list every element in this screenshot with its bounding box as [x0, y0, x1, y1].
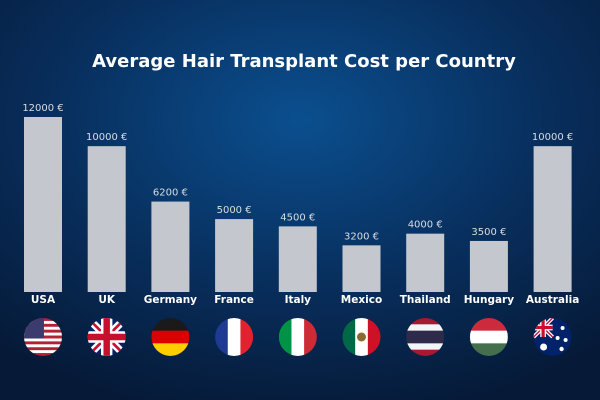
flag-part — [87, 318, 126, 356]
flag-part — [24, 341, 62, 345]
flag-icon — [469, 318, 508, 356]
flag-part — [406, 324, 445, 331]
category-label: Thailand — [400, 294, 451, 306]
category-label: Hungary — [464, 294, 515, 306]
value-label: 3500 € — [471, 227, 506, 238]
flag-part — [151, 343, 190, 356]
flag-part — [406, 318, 445, 325]
value-label: 4500 € — [280, 212, 315, 223]
chart-title: Average Hair Transplant Cost per Country — [92, 51, 516, 72]
flag-part — [304, 318, 317, 356]
flag-part — [406, 330, 445, 344]
value-label: 5000 € — [217, 205, 252, 216]
value-label: 6200 € — [153, 188, 188, 199]
flag-part — [469, 343, 508, 356]
category-label: Mexico — [341, 294, 382, 306]
flag-part — [24, 350, 62, 354]
flag-part — [24, 353, 62, 356]
flag-icon — [533, 318, 572, 356]
category-label: UK — [98, 294, 116, 306]
flag-part — [367, 318, 381, 356]
flag-part — [357, 332, 366, 342]
flag-icon — [87, 318, 126, 356]
bar — [342, 245, 381, 292]
flag-part — [278, 318, 292, 356]
category-label: Germany — [144, 294, 197, 306]
flag-part — [24, 347, 62, 351]
flag-part — [151, 330, 190, 344]
category-label: Italy — [285, 294, 312, 306]
bar — [215, 219, 254, 292]
category-label: France — [214, 294, 254, 306]
flag-icon — [151, 318, 190, 356]
category-label: USA — [31, 294, 56, 306]
flag-icon — [278, 318, 317, 356]
flag-part — [240, 318, 254, 356]
bar — [533, 146, 572, 292]
flag-part — [533, 318, 553, 337]
bar — [87, 146, 126, 292]
bar — [151, 201, 190, 292]
flag-part — [291, 318, 305, 356]
category-label: Australia — [526, 294, 579, 306]
flag-part — [555, 336, 560, 340]
flag-part — [563, 338, 568, 342]
flag-part — [560, 326, 565, 330]
value-label: 10000 € — [532, 132, 573, 143]
flag-part — [469, 330, 508, 344]
flag-part — [469, 318, 508, 331]
flag-part — [215, 318, 229, 356]
flag-icon — [24, 318, 62, 356]
flag-part — [559, 346, 564, 352]
value-label: 3200 € — [344, 231, 379, 242]
value-label: 10000 € — [86, 132, 127, 143]
value-label: 12000 € — [22, 103, 63, 114]
flag-part — [406, 349, 445, 356]
bar — [278, 226, 317, 292]
flag-part — [24, 338, 62, 342]
flag-part — [540, 343, 548, 351]
bar — [469, 240, 508, 292]
flag-part — [24, 344, 62, 348]
value-label: 4000 € — [408, 220, 443, 231]
flag-icon — [215, 318, 254, 356]
flag-icon — [342, 318, 381, 356]
bar — [406, 233, 445, 292]
flag-part — [342, 318, 356, 356]
bar — [24, 117, 62, 292]
flag-part — [227, 318, 241, 356]
flag-icon — [406, 318, 445, 356]
flag-part — [151, 318, 190, 331]
flag-part — [406, 343, 445, 350]
